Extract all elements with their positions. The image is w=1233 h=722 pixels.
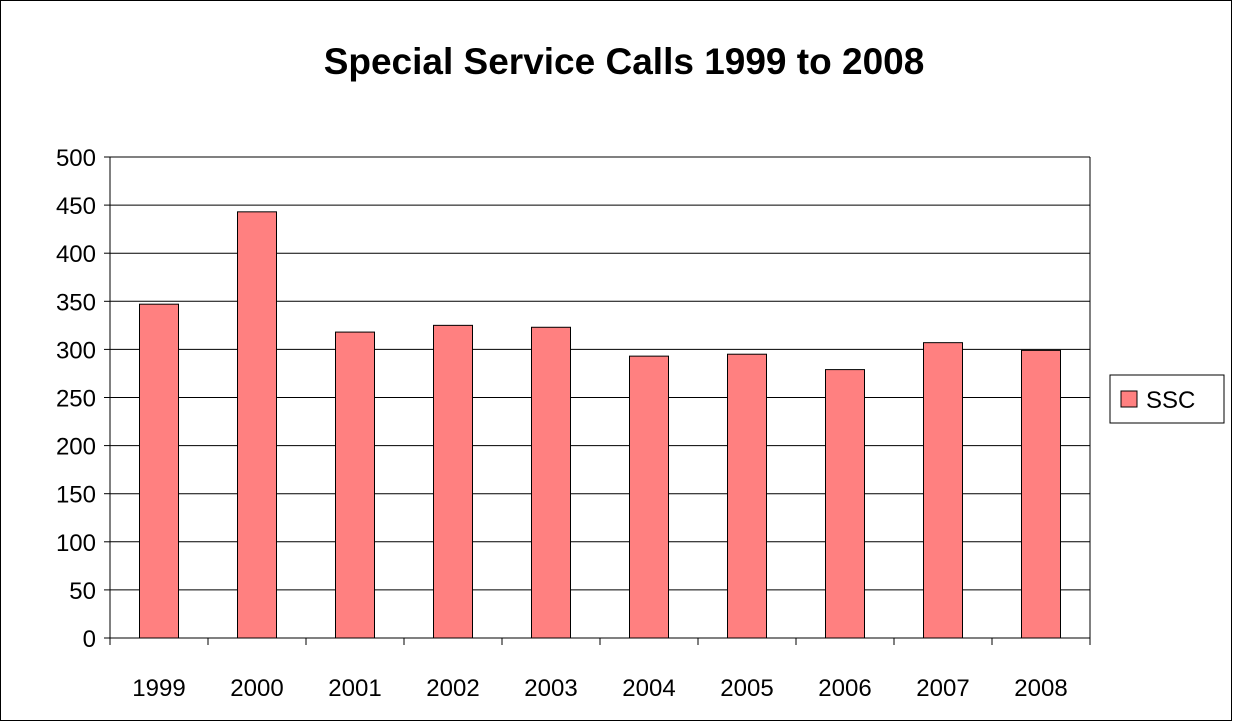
y-tick-label: 200 xyxy=(56,434,96,461)
bar-2007 xyxy=(923,342,963,639)
x-tick-labels: 1999 2000 2001 2002 2003 2004 2005 2006 2007 2008 xyxy=(132,675,1067,702)
bar-1999 xyxy=(139,303,179,639)
y-tick-label: 450 xyxy=(56,193,96,220)
bar-2006 xyxy=(825,369,865,639)
y-tick-label: 150 xyxy=(56,482,96,509)
y-tick-label: 500 xyxy=(56,145,96,172)
bar-2001 xyxy=(335,331,375,639)
x-tick-label: 2007 xyxy=(916,675,969,702)
bar-2000 xyxy=(237,211,277,639)
y-tick-label: 300 xyxy=(56,337,96,364)
x-tick-label: 2003 xyxy=(524,675,577,702)
x-tick-label: 2008 xyxy=(1014,675,1067,702)
y-tick-label: 400 xyxy=(56,241,96,268)
y-tick-label: 350 xyxy=(56,289,96,316)
y-tick-label: 250 xyxy=(56,386,96,413)
y-tick-label: 100 xyxy=(56,530,96,557)
bar-2005 xyxy=(727,353,767,639)
bar-2008 xyxy=(1021,349,1061,639)
bars xyxy=(139,211,1061,639)
x-tick-label: 1999 xyxy=(132,675,185,702)
axes xyxy=(104,156,1091,645)
y-tick-label: 50 xyxy=(69,578,96,605)
y-tick-label: 0 xyxy=(83,626,96,653)
legend-swatch-ssc xyxy=(1120,390,1138,408)
legend: SSC xyxy=(1109,374,1225,424)
x-tick-label: 2006 xyxy=(818,675,871,702)
x-tick-label: 2001 xyxy=(328,675,381,702)
y-tick-labels: 0 50 100 150 200 250 300 350 400 450 500 xyxy=(56,145,96,653)
chart-title: Special Service Calls 1999 to 2008 xyxy=(324,41,925,82)
bar-2004 xyxy=(629,355,669,639)
x-tick-label: 2004 xyxy=(622,675,675,702)
bar-2002 xyxy=(433,324,473,639)
x-tick-label: 2005 xyxy=(720,675,773,702)
x-tick-label: 2000 xyxy=(230,675,283,702)
bar-2003 xyxy=(531,326,571,639)
x-tick-label: 2002 xyxy=(426,675,479,702)
legend-label-ssc: SSC xyxy=(1146,387,1195,414)
